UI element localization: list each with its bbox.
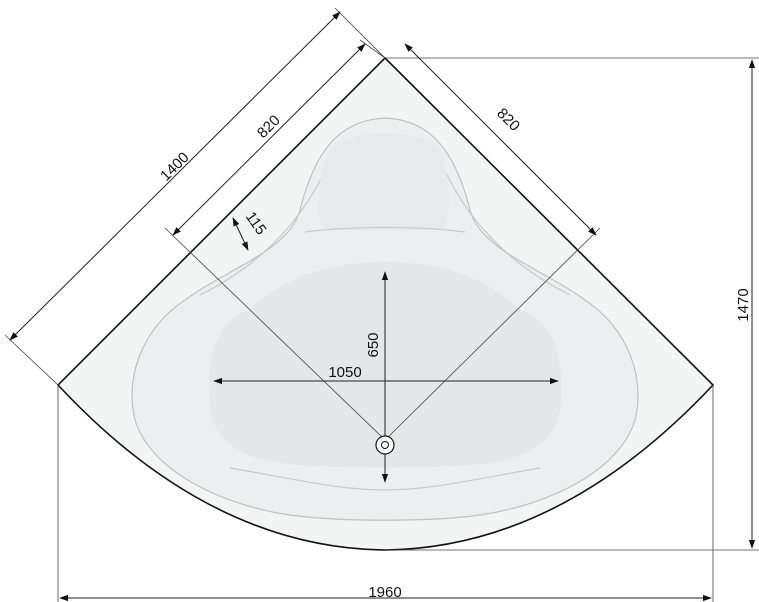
label-820-right: 820 xyxy=(493,105,523,135)
rim-line-bottom xyxy=(229,467,541,491)
label-820-left: 820 xyxy=(254,112,284,142)
extension-line xyxy=(4,334,59,386)
drain-icon xyxy=(375,435,395,455)
label-1470: 1470 xyxy=(735,288,752,321)
extension-line xyxy=(359,39,386,59)
dim-line-820-right xyxy=(404,43,597,236)
label-650: 650 xyxy=(365,332,382,357)
dim-line-115 xyxy=(232,217,249,251)
label-1050: 1050 xyxy=(328,364,361,381)
backrest xyxy=(318,133,449,231)
extension-line xyxy=(384,227,601,441)
label-1400: 1400 xyxy=(157,149,193,185)
label-1960: 1960 xyxy=(368,584,401,601)
extension-line xyxy=(334,7,386,59)
dim-line-820-left xyxy=(172,43,366,236)
